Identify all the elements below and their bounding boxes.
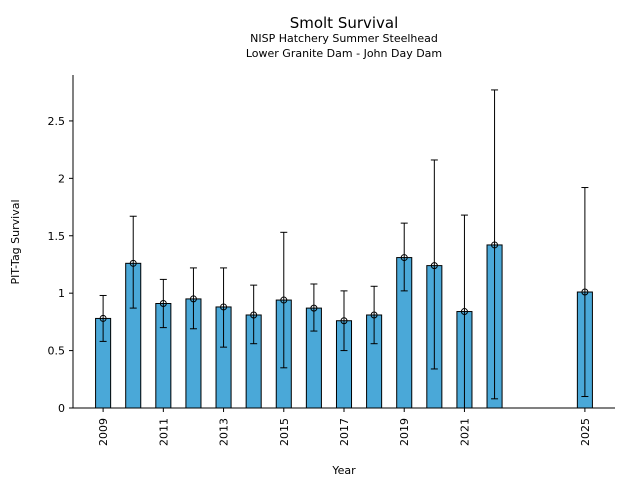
y-tick-label-3: 1.5	[48, 230, 66, 243]
chart-subtitle-line-1: NISP Hatchery Summer Steelhead	[250, 32, 438, 45]
x-axis-label: Year	[331, 464, 356, 477]
x-tick-label-2015: 2015	[278, 418, 291, 446]
point-2022	[491, 241, 499, 249]
point-2020	[430, 262, 438, 270]
x-tick-label-2009: 2009	[97, 418, 110, 446]
y-tick-label-1: 0.5	[48, 345, 66, 358]
point-2016	[310, 304, 318, 312]
point-2013	[220, 303, 228, 311]
point-2011	[159, 300, 167, 308]
chart-subtitle-line-2: Lower Granite Dam - John Day Dam	[246, 47, 442, 60]
point-2015	[280, 296, 288, 304]
y-tick-label-5: 2.5	[48, 115, 66, 128]
y-tick-label-0: 0	[58, 402, 65, 415]
point-2012	[189, 295, 197, 303]
point-2025	[581, 288, 589, 296]
point-2009	[99, 314, 107, 322]
point-2019	[400, 254, 408, 262]
point-2014	[250, 311, 258, 319]
x-tick-label-2025: 2025	[579, 418, 592, 446]
chart-title: Smolt Survival	[290, 14, 399, 32]
point-2010	[129, 259, 137, 267]
y-axis-label: PIT-Tag Survival	[9, 199, 22, 284]
x-tick-label-2019: 2019	[398, 418, 411, 446]
y-tick-label-2: 1	[58, 287, 65, 300]
x-tick-label-2011: 2011	[157, 418, 170, 446]
x-tick-label-2017: 2017	[338, 418, 351, 446]
plot-area: 0 0.5 1 1.5 2 2.5 2009 2011 2013 2015 2017 2019 2021…	[48, 75, 615, 446]
x-tick-label-2021: 2021	[458, 418, 471, 446]
point-2017	[340, 317, 348, 325]
y-tick-label-4: 2	[58, 172, 65, 185]
point-2021	[460, 308, 468, 316]
x-tick-label-2013: 2013	[218, 418, 231, 446]
point-2018	[370, 311, 378, 319]
